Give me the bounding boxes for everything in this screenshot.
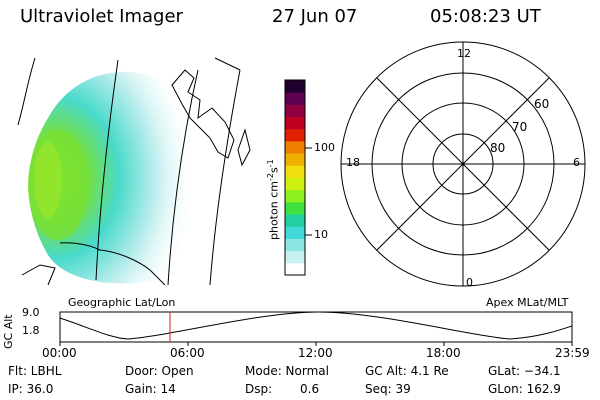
colorbar-segment [285,262,305,276]
altitude-ylabel: GC Alt [2,314,15,349]
altitude-ytick-top: 9.0 [22,306,40,319]
colorbar-segment [285,128,305,142]
colorbar-segment [285,189,305,203]
status-gc-alt: GC Alt: 4.1 Re [365,364,449,378]
xtick-2359: 23:59 [555,346,590,360]
polar-grid [340,41,586,287]
colorbar-segment [285,238,305,252]
status-filter: Flt: LBHL [8,364,62,378]
colorbar-label: photon cm-2s-1 [266,159,281,240]
altitude-ytick-bottom: 1.8 [22,324,40,337]
status-ip: IP: 36.0 [8,382,54,396]
colorbar-tick-100: 100 [314,141,335,154]
colorbar [284,79,312,276]
colorbar-segment [285,165,305,178]
colorbar-segment [285,104,305,118]
status-dsp-label: Dsp: [245,382,273,396]
colorbar-segment [285,92,305,105]
status-glon: GLon: 162.9 [488,382,561,396]
apex-caption: Apex MLat/MLT [486,296,569,309]
status-dsp-value: 0.6 [300,382,320,396]
geographic-caption: Geographic Lat/Lon [68,296,176,309]
xtick-1200: 12:00 [298,346,333,360]
colorbar-segment [285,153,305,166]
mlt-label-18: 18 [346,156,360,169]
status-seq: Seq: 39 [365,382,411,396]
colorbar-segment [285,214,305,227]
colorbar-segment [285,140,305,154]
xtick-0600: 06:00 [170,346,205,360]
instrument-title: Ultraviolet Imager [20,6,183,27]
colorbar-segment [285,116,305,130]
lat-label-70: 70 [512,120,528,134]
colorbar-segment [285,80,305,93]
status-door: Door: Open [125,364,194,378]
mlt-label-12: 12 [457,47,471,60]
colorbar-tick-10: 10 [314,228,328,241]
colorbar-segment [285,177,305,191]
aurora-image [17,57,251,286]
lat-label-60: 60 [534,97,550,111]
status-glat: GLat: −34.1 [488,364,561,378]
date-label: 27 Jun 07 [272,6,358,27]
colorbar-segment [285,201,305,215]
altitude-plot [59,311,573,346]
xtick-0000: 00:00 [42,346,77,360]
time-label: 05:08:23 UT [430,6,541,27]
colorbar-segment [285,226,305,239]
mlt-label-0: 0 [466,276,473,289]
colorbar-segment [285,250,305,264]
lat-label-80: 80 [490,141,506,155]
status-gain: Gain: 14 [125,382,176,396]
mlt-label-6: 6 [573,156,580,169]
status-mode: Mode: Normal [245,364,329,378]
xtick-1800: 18:00 [426,346,461,360]
